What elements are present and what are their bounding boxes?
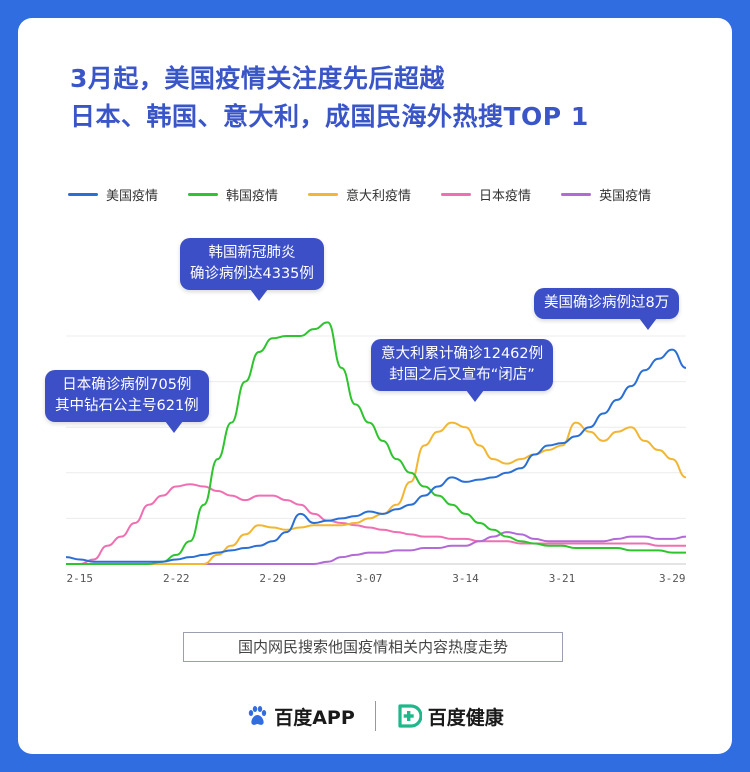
legend-swatch-4: [561, 192, 592, 196]
x-tick-label-6: 3-29: [659, 572, 686, 585]
chart-legend: 美国疫情 韩国疫情 意大利疫情 日本疫情 英国疫情: [68, 184, 681, 204]
annotation-korea-line2: 确诊病例达4335例: [190, 266, 314, 282]
series-line-3: [66, 483, 686, 565]
infographic-card: 3月起，美国疫情关注度先后超越 日本、韩国、意大利，成国民海外热搜TOP 1 美…: [18, 18, 732, 754]
annotation-korea-tail: [250, 289, 268, 301]
annotation-usa-tail: [639, 318, 657, 330]
annotation-italy-line2: 封国之后又宣布“闭店”: [389, 367, 535, 383]
legend-label-4: 英国疫情: [599, 188, 652, 204]
x-tick-label-4: 3-14: [452, 572, 479, 585]
brand-baidu-health: 百度健康: [396, 703, 504, 730]
series-line-2: [66, 421, 687, 565]
brand-baidu-app-label: 百度APP: [274, 706, 355, 729]
legend-label-0: 美国疫情: [106, 188, 159, 204]
x-tick-label-5: 3-21: [549, 572, 576, 585]
line-chart: 2-15 2-22 2-29 3-07 3-14 3-21 3-29: [65, 321, 687, 585]
baidu-paw-icon: [249, 706, 267, 725]
legend-item-3: 日本疫情: [441, 185, 531, 204]
x-tick-label-3: 3-07: [356, 572, 383, 585]
series-line-0: [65, 348, 687, 563]
annotation-japan-tail: [165, 421, 183, 433]
annotation-japan-line1: 日本确诊病例705例: [62, 377, 192, 393]
legend-item-0: 美国疫情: [68, 185, 158, 204]
annotation-usa: 美国确诊病例过8万: [534, 288, 680, 330]
legend-label-1: 韩国疫情: [226, 188, 279, 204]
legend-swatch-1: [188, 192, 219, 196]
series-line-1: [66, 321, 687, 565]
title-line-2: 日本、韩国、意大利，成国民海外热搜TOP 1: [70, 102, 589, 131]
x-tick-label-1: 2-22: [163, 572, 190, 585]
legend-label-2: 意大利疫情: [346, 188, 412, 204]
brand-baidu-app: 百度APP: [246, 703, 355, 730]
annotation-japan: 日本确诊病例705例 其中钻石公主号621例: [45, 370, 209, 433]
annotation-italy: 意大利累计确诊12462例 封国之后又宣布“闭店”: [371, 339, 554, 402]
chart-caption: 国内网民搜索他国疫情相关内容热度走势: [183, 632, 563, 662]
legend-swatch-3: [441, 192, 472, 196]
legend-item-1: 韩国疫情: [188, 185, 278, 204]
annotation-korea-line1: 韩国新冠肺炎: [208, 245, 296, 261]
annotation-korea: 韩国新冠肺炎 确诊病例达4335例: [180, 238, 324, 301]
x-tick-label-2: 2-29: [259, 572, 286, 585]
annotation-japan-line2: 其中钻石公主号621例: [55, 398, 199, 414]
annotation-usa-line1: 美国确诊病例过8万: [544, 295, 670, 311]
legend-swatch-2: [308, 192, 339, 196]
footer-divider: [374, 701, 376, 731]
brand-baidu-health-label: 百度健康: [427, 706, 504, 729]
legend-swatch-0: [68, 192, 98, 196]
annotation-italy-tail: [466, 390, 484, 402]
legend-item-4: 英国疫情: [561, 185, 651, 204]
footer-brands: 百度APP 百度健康: [18, 696, 732, 736]
x-tick-label-0: 2-15: [67, 572, 94, 585]
legend-item-2: 意大利疫情: [308, 185, 411, 204]
baidu-health-icon: [398, 704, 422, 728]
page-title: 3月起，美国疫情关注度先后超越 日本、韩国、意大利，成国民海外热搜TOP 1: [70, 60, 710, 136]
title-line-1: 3月起，美国疫情关注度先后超越: [70, 64, 445, 93]
annotation-italy-line1: 意大利累计确诊12462例: [381, 346, 544, 362]
legend-label-3: 日本疫情: [479, 188, 532, 204]
